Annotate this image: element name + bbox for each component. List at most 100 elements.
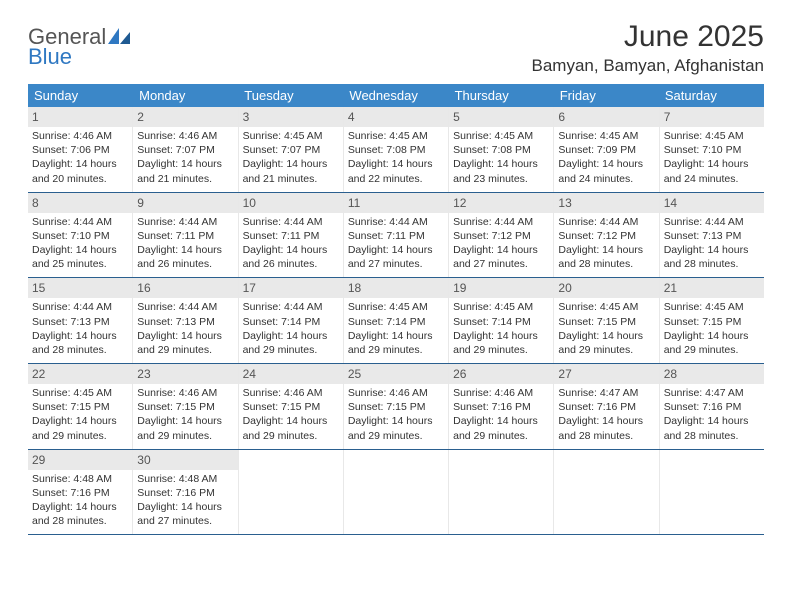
day-cell: 26Sunrise: 4:46 AMSunset: 7:16 PMDayligh… (449, 364, 554, 449)
day-dl: Daylight: 14 hours and 29 minutes. (453, 414, 549, 442)
day-num-row: 15 (28, 278, 132, 298)
day-body: Sunrise: 4:44 AMSunset: 7:13 PMDaylight:… (137, 300, 233, 357)
day-body: Sunrise: 4:45 AMSunset: 7:14 PMDaylight:… (453, 300, 549, 357)
day-number: 29 (32, 453, 45, 467)
day-cell: 17 Sunrise: 4:44 AMSunset: 7:14 PMDayligh… (239, 278, 344, 363)
day-sr: Sunrise: 4:48 AM (32, 472, 128, 486)
day-number: 28 (664, 367, 677, 381)
day-dl: Daylight: 14 hours and 21 minutes. (243, 157, 339, 185)
day-num-row: 18 (344, 278, 448, 298)
day-sr: Sunrise: 4:46 AM (137, 386, 233, 400)
day-header-tue: Tuesday (238, 84, 343, 107)
day-num-row: 9 (133, 193, 237, 213)
day-dl: Daylight: 14 hours and 29 minutes. (243, 329, 339, 357)
day-ss: Sunset: 7:12 PM (558, 229, 654, 243)
day-dl: Daylight: 14 hours and 29 minutes. (348, 414, 444, 442)
day-dl: Daylight: 14 hours and 28 minutes. (664, 243, 760, 271)
week-row: 22Sunrise: 4:45 AMSunset: 7:15 PMDayligh… (28, 364, 764, 450)
week-row: 29 Sunrise: 4:48 AMSunset: 7:16 PMDayligh… (28, 450, 764, 536)
day-body: Sunrise: 4:44 AMSunset: 7:13 PMDaylight:… (664, 215, 760, 272)
day-number: 17 (243, 281, 256, 295)
day-num-row: 12 (449, 193, 553, 213)
day-body: Sunrise: 4:45 AMSunset: 7:10 PMDaylight:… (664, 129, 760, 186)
day-header-sat: Saturday (659, 84, 764, 107)
calendar: Sunday Monday Tuesday Wednesday Thursday… (28, 84, 764, 535)
day-cell: 2Sunrise: 4:46 AMSunset: 7:07 PMDaylight… (133, 107, 238, 192)
day-cell: 21Sunrise: 4:45 AMSunset: 7:15 PMDayligh… (660, 278, 764, 363)
day-dl: Daylight: 14 hours and 24 minutes. (664, 157, 760, 185)
day-dl: Daylight: 14 hours and 21 minutes. (137, 157, 233, 185)
day-number: 8 (32, 196, 39, 210)
month-title: June 2025 (532, 20, 764, 54)
title-block: June 2025 Bamyan, Bamyan, Afghanistan (532, 20, 764, 76)
day-body: Sunrise: 4:45 AMSunset: 7:15 PMDaylight:… (32, 386, 128, 443)
day-num-row: 17 (239, 278, 343, 298)
day-dl: Daylight: 14 hours and 28 minutes. (558, 414, 654, 442)
day-body: Sunrise: 4:44 AMSunset: 7:14 PMDaylight:… (243, 300, 339, 357)
day-num-row: 8 (28, 193, 132, 213)
day-ss: Sunset: 7:16 PM (558, 400, 654, 414)
day-number: 5 (453, 110, 460, 124)
day-number: 24 (243, 367, 256, 381)
day-body: Sunrise: 4:44 AMSunset: 7:10 PMDaylight:… (32, 215, 128, 272)
day-number: 7 (664, 110, 671, 124)
day-num-row: 14 (660, 193, 764, 213)
day-header-wed: Wednesday (343, 84, 448, 107)
day-ss: Sunset: 7:06 PM (32, 143, 128, 157)
day-num-row: 27 (554, 364, 658, 384)
day-cell (449, 450, 554, 535)
day-sr: Sunrise: 4:48 AM (137, 472, 233, 486)
day-dl: Daylight: 14 hours and 29 minutes. (137, 414, 233, 442)
day-sr: Sunrise: 4:45 AM (664, 129, 760, 143)
day-cell: 7 Sunrise: 4:45 AMSunset: 7:10 PMDaylight… (660, 107, 764, 192)
day-dl: Daylight: 14 hours and 29 minutes. (558, 329, 654, 357)
day-dl: Daylight: 14 hours and 29 minutes. (453, 329, 549, 357)
day-num-row: 5 (449, 107, 553, 127)
day-ss: Sunset: 7:15 PM (243, 400, 339, 414)
day-num-row: 21 (660, 278, 764, 298)
week-row: 1 Sunrise: 4:46 AM Sunset: 7:06 PM Daylight… (28, 107, 764, 193)
day-sr: Sunrise: 4:45 AM (453, 300, 549, 314)
day-body: Sunrise: 4:46 AMSunset: 7:15 PMDaylight:… (137, 386, 233, 443)
day-body: Sunrise: 4:48 AMSunset: 7:16 PMDaylight:… (137, 472, 233, 529)
day-cell: 18 Sunrise: 4:45 AMSunset: 7:14 PMDayligh… (344, 278, 449, 363)
day-ss: Sunset: 7:11 PM (137, 229, 233, 243)
day-sr: Sunrise: 4:46 AM (348, 386, 444, 400)
day-ss: Sunset: 7:15 PM (558, 315, 654, 329)
day-num-row: 30 (133, 450, 237, 470)
day-cell: 5 Sunrise: 4:45 AMSunset: 7:08 PMDaylight… (449, 107, 554, 192)
day-ss: Sunset: 7:11 PM (243, 229, 339, 243)
day-cell: 19Sunrise: 4:45 AMSunset: 7:14 PMDayligh… (449, 278, 554, 363)
day-ss: Sunset: 7:13 PM (32, 315, 128, 329)
day-dl: Daylight: 14 hours and 28 minutes. (32, 329, 128, 357)
day-cell: 6Sunrise: 4:45 AMSunset: 7:09 PMDaylight… (554, 107, 659, 192)
day-body: Sunrise: 4:45 AMSunset: 7:14 PMDaylight:… (348, 300, 444, 357)
day-cell (344, 450, 449, 535)
day-ss: Sunset: 7:08 PM (348, 143, 444, 157)
day-number: 13 (558, 196, 571, 210)
day-sr: Sunrise: 4:44 AM (348, 215, 444, 229)
day-ss: Sunset: 7:15 PM (348, 400, 444, 414)
day-dl: Daylight: 14 hours and 29 minutes. (243, 414, 339, 442)
day-num-row: 20 (554, 278, 658, 298)
day-body: Sunrise: 4:44 AMSunset: 7:11 PMDaylight:… (243, 215, 339, 272)
day-body: Sunrise: 4:44 AMSunset: 7:12 PMDaylight:… (558, 215, 654, 272)
day-number: 18 (348, 281, 361, 295)
day-dl: Daylight: 14 hours and 24 minutes. (558, 157, 654, 185)
day-sr: Sunrise: 4:46 AM (137, 129, 233, 143)
day-header-sun: Sunday (28, 84, 133, 107)
day-number: 1 (32, 110, 39, 124)
day-ss: Sunset: 7:16 PM (32, 486, 128, 500)
day-sr: Sunrise: 4:45 AM (453, 129, 549, 143)
day-body: Sunrise: 4:45 AMSunset: 7:08 PMDaylight:… (348, 129, 444, 186)
week-row: 8 Sunrise: 4:44 AMSunset: 7:10 PMDaylight… (28, 193, 764, 279)
day-num-row: 6 (554, 107, 658, 127)
day-dl: Daylight: 14 hours and 28 minutes. (664, 414, 760, 442)
day-number: 27 (558, 367, 571, 381)
day-body: Sunrise: 4:45 AMSunset: 7:08 PMDaylight:… (453, 129, 549, 186)
day-header-thu: Thursday (449, 84, 554, 107)
day-dl: Daylight: 14 hours and 28 minutes. (558, 243, 654, 271)
day-cell: 12Sunrise: 4:44 AMSunset: 7:12 PMDayligh… (449, 193, 554, 278)
day-number: 16 (137, 281, 150, 295)
day-cell: 9Sunrise: 4:44 AMSunset: 7:11 PMDaylight… (133, 193, 238, 278)
